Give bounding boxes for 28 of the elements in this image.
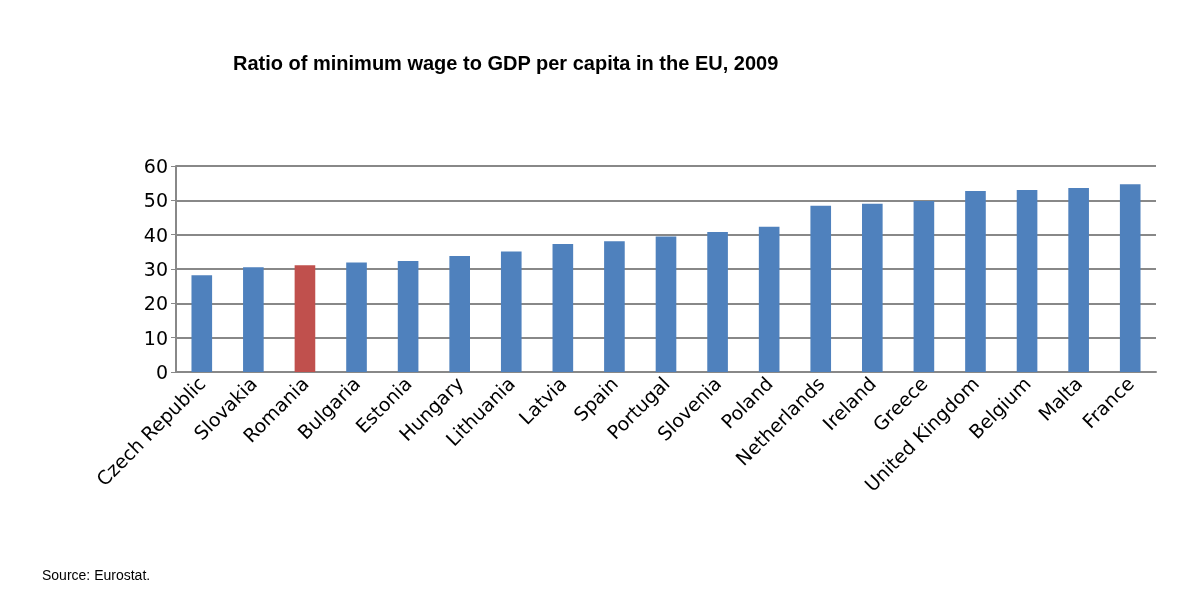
y-tick-label: 40 [143, 223, 168, 246]
bar [191, 275, 213, 372]
y-tick-label: 0 [155, 361, 168, 383]
bar [552, 243, 574, 372]
bar [397, 261, 419, 372]
y-tick-label: 50 [143, 189, 168, 212]
bar [862, 203, 883, 372]
bar [243, 267, 264, 372]
bar [500, 251, 522, 372]
y-tick-label: 10 [143, 326, 168, 349]
bar [758, 226, 780, 372]
source-note: Source: Eurostat. [42, 567, 151, 583]
bar [604, 241, 625, 372]
bar [346, 262, 367, 372]
bar [1016, 190, 1038, 372]
y-tick-label: 30 [143, 258, 168, 280]
bar [707, 231, 728, 372]
y-tick-label: 20 [143, 292, 168, 315]
y-tick-label: 60 [143, 155, 168, 177]
bar [449, 255, 470, 372]
bar [810, 205, 832, 372]
bar [913, 201, 935, 372]
bar [965, 191, 986, 372]
bar [655, 236, 677, 372]
bar [1119, 184, 1141, 372]
bar [1068, 187, 1089, 372]
chart-title: Ratio of minimum wage to GDP per capita in the EU, 2009 [233, 52, 779, 74]
bar [294, 265, 316, 372]
